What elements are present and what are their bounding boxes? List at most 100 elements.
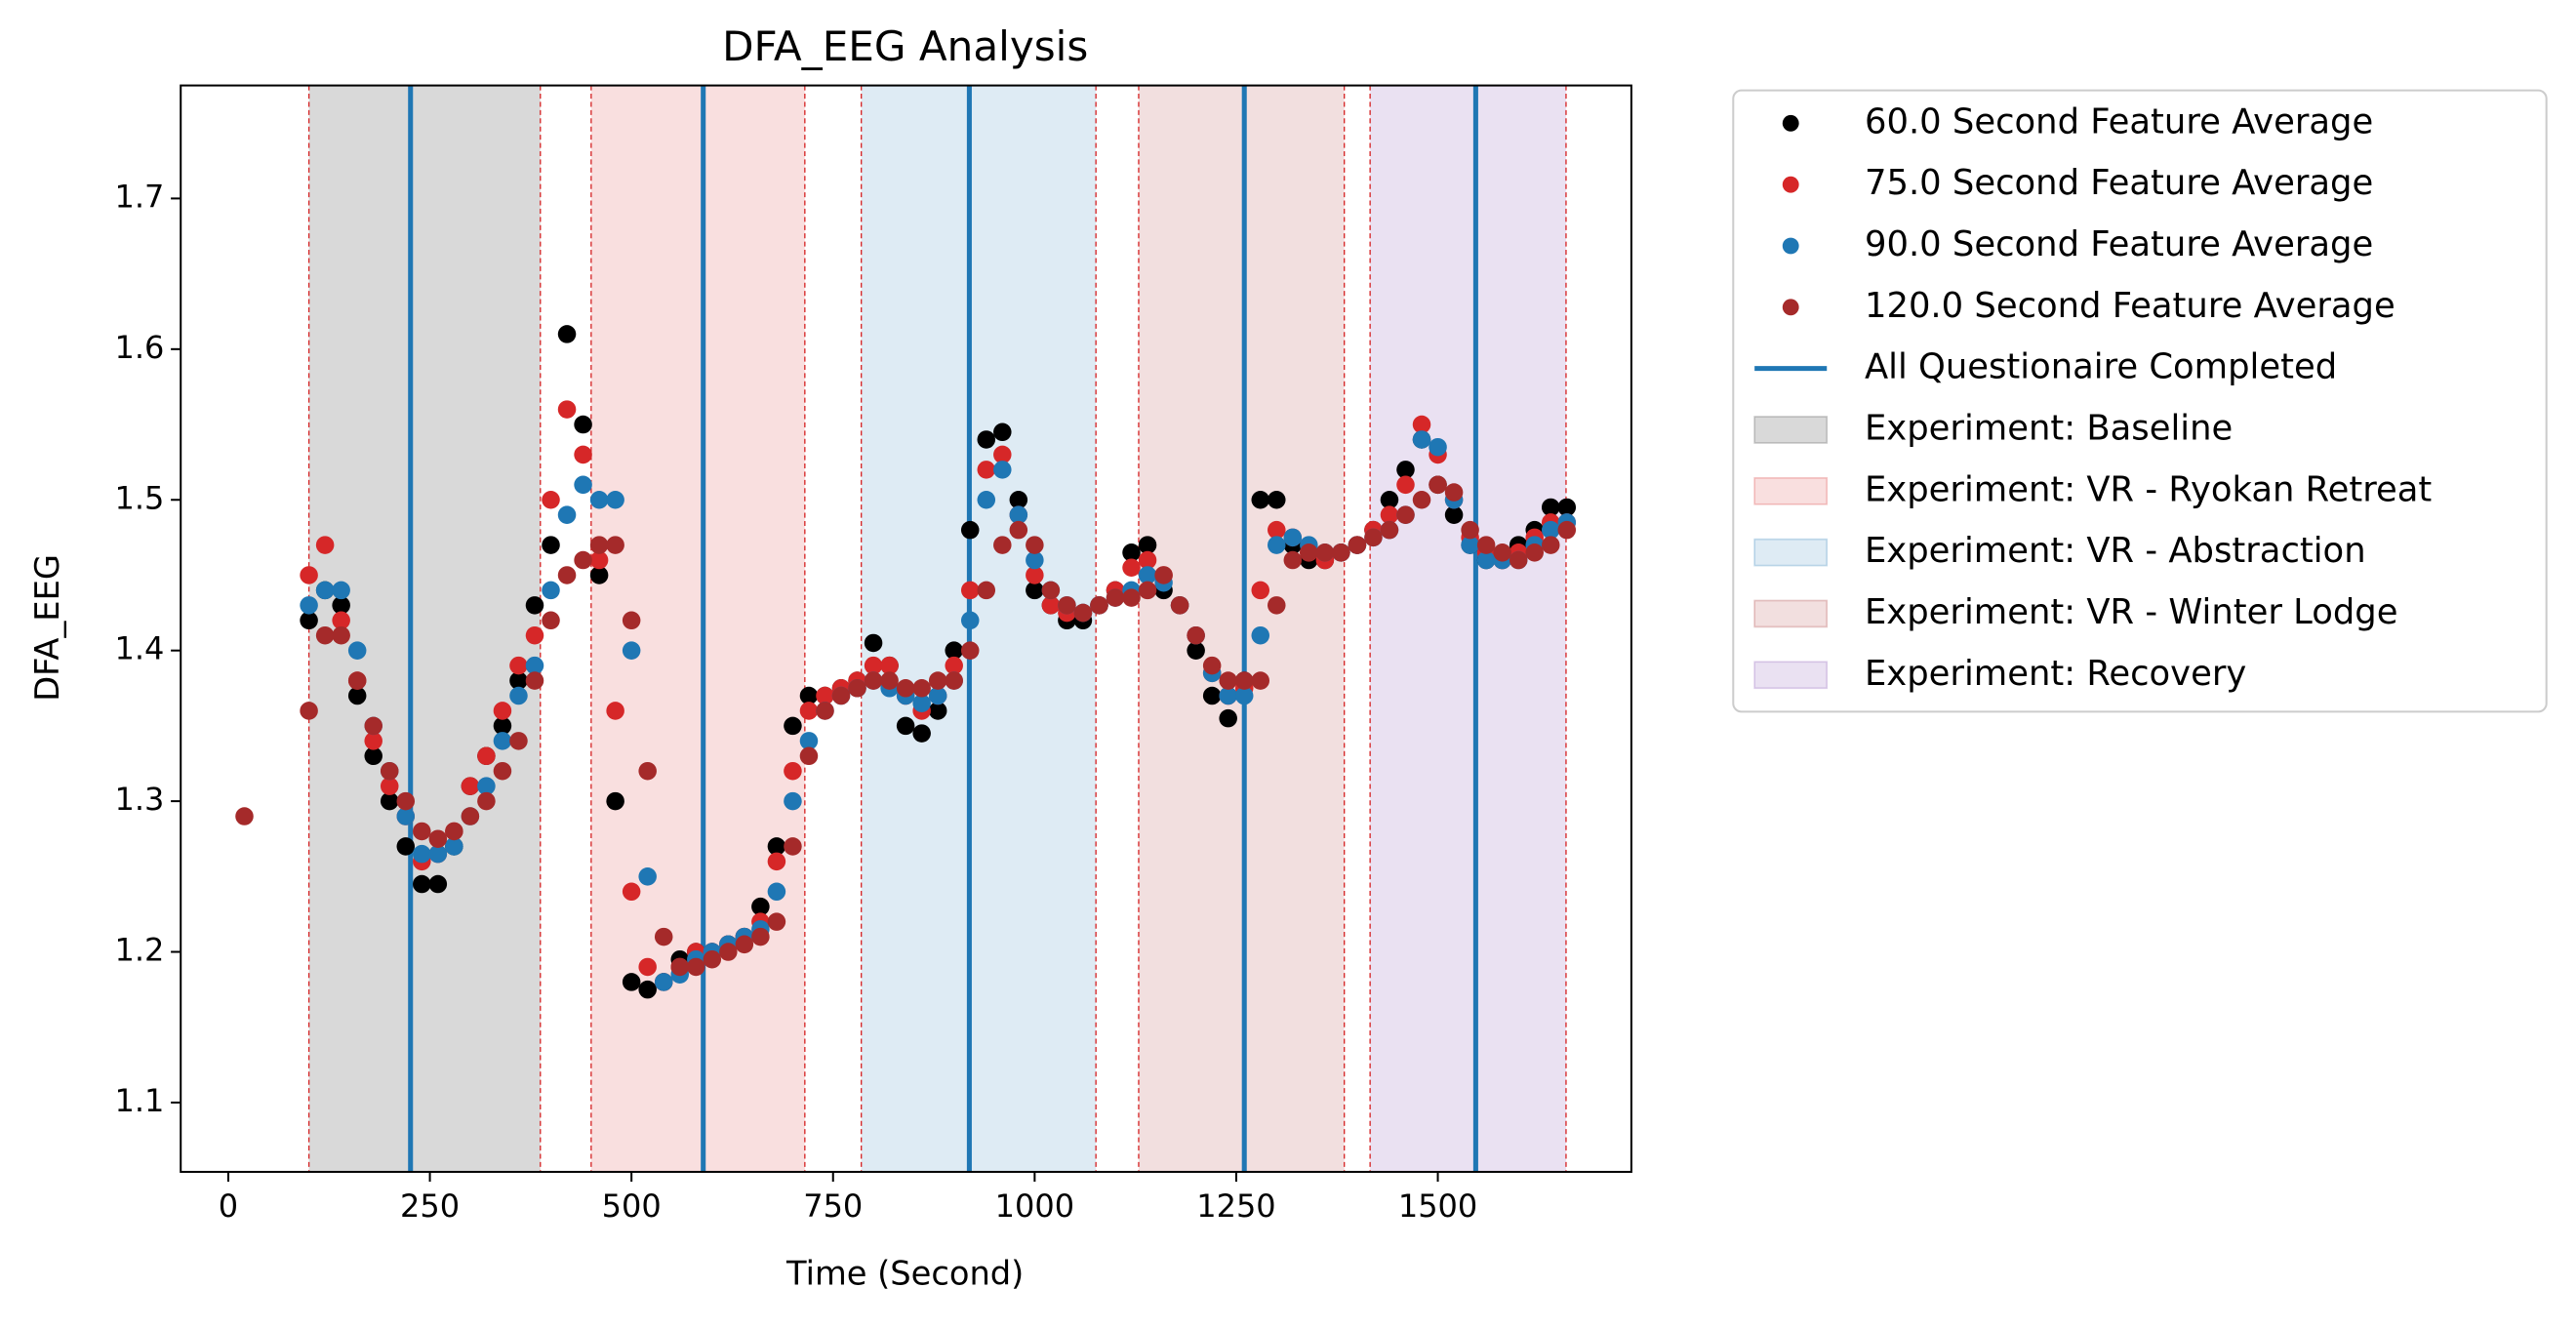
y-tick-label: 1.7 — [115, 178, 165, 215]
data-point — [864, 633, 883, 653]
data-point — [945, 641, 963, 660]
data-point — [606, 791, 624, 811]
data-point — [767, 912, 786, 931]
data-point — [1251, 581, 1270, 600]
y-tick-label: 1.6 — [115, 329, 165, 366]
data-point — [1026, 581, 1044, 600]
data-point — [945, 656, 963, 675]
data-point — [622, 882, 641, 902]
data-point — [413, 822, 431, 841]
data-point — [960, 520, 980, 540]
legend-marker — [1753, 416, 1829, 444]
legend-label: 120.0 Second Feature Average — [1865, 286, 2395, 326]
data-point — [493, 761, 512, 781]
data-point — [428, 844, 448, 864]
legend-marker — [1782, 114, 1799, 132]
data-point — [509, 671, 528, 690]
data-point — [1476, 536, 1496, 554]
experiment-span — [1370, 85, 1566, 1172]
data-point — [1251, 625, 1270, 645]
data-point — [799, 702, 819, 720]
data-point — [1268, 536, 1286, 554]
data-point — [1009, 520, 1028, 540]
data-point — [1268, 520, 1286, 540]
x-tick-label: 0 — [219, 1187, 238, 1225]
data-point — [574, 415, 592, 434]
data-point — [719, 943, 738, 961]
y-tick-label: 1.1 — [115, 1082, 165, 1119]
data-point — [1461, 520, 1479, 540]
data-point — [557, 400, 577, 419]
data-point — [960, 581, 980, 600]
data-point — [638, 957, 657, 977]
data-point — [912, 694, 931, 712]
y-tick-label: 1.2 — [115, 932, 165, 969]
data-point — [1525, 543, 1544, 562]
data-point — [315, 581, 335, 600]
data-point — [300, 596, 318, 615]
data-point — [300, 611, 318, 630]
data-point — [703, 949, 722, 969]
data-point — [606, 490, 624, 509]
data-point — [461, 807, 480, 825]
x-tick-label: 750 — [803, 1187, 863, 1225]
data-point — [977, 581, 996, 600]
data-point — [542, 611, 560, 630]
data-point — [1041, 596, 1061, 615]
data-point — [1170, 596, 1189, 615]
data-point — [445, 837, 463, 856]
data-point — [1315, 543, 1335, 562]
data-point — [1202, 686, 1222, 705]
data-point — [396, 807, 416, 825]
data-point — [1476, 550, 1496, 570]
data-point — [332, 611, 350, 630]
data-point — [493, 716, 512, 736]
data-point — [1058, 596, 1076, 615]
data-point — [589, 490, 609, 509]
data-point — [767, 837, 786, 856]
data-point — [589, 550, 609, 570]
data-point — [1541, 520, 1560, 540]
data-point — [1187, 641, 1205, 660]
data-point — [848, 679, 866, 698]
data-point — [928, 702, 947, 720]
data-point — [542, 490, 560, 509]
x-tick-label: 1000 — [995, 1187, 1074, 1225]
data-point — [993, 461, 1012, 479]
data-point — [1348, 536, 1367, 554]
data-point — [574, 445, 592, 464]
data-point — [332, 596, 350, 615]
data-point — [767, 852, 786, 871]
data-point — [912, 724, 931, 743]
data-point — [509, 732, 528, 750]
data-point — [799, 746, 819, 766]
data-point — [300, 566, 318, 584]
data-point — [1219, 686, 1237, 705]
legend-marker — [1753, 538, 1829, 567]
data-point — [1412, 430, 1431, 449]
data-point — [816, 702, 834, 720]
data-point — [1234, 686, 1254, 705]
experiment-span — [1138, 85, 1345, 1172]
data-point — [1396, 505, 1415, 524]
data-point — [1234, 671, 1254, 690]
legend-label: Experiment: VR - Ryokan Retreat — [1865, 469, 2432, 509]
data-point — [1364, 528, 1383, 547]
data-point — [654, 973, 673, 991]
data-point — [364, 732, 382, 750]
data-point — [1557, 520, 1577, 540]
data-point — [864, 656, 883, 675]
data-point — [1187, 625, 1205, 645]
data-point — [1380, 490, 1399, 509]
data-point — [315, 625, 335, 645]
data-point — [784, 761, 802, 781]
data-point — [1122, 588, 1141, 607]
data-point — [784, 837, 802, 856]
data-point — [509, 656, 528, 675]
data-point — [606, 702, 624, 720]
data-point — [1541, 536, 1560, 554]
data-point — [525, 671, 544, 690]
data-point — [557, 566, 577, 584]
x-tick-label: 500 — [602, 1187, 662, 1225]
